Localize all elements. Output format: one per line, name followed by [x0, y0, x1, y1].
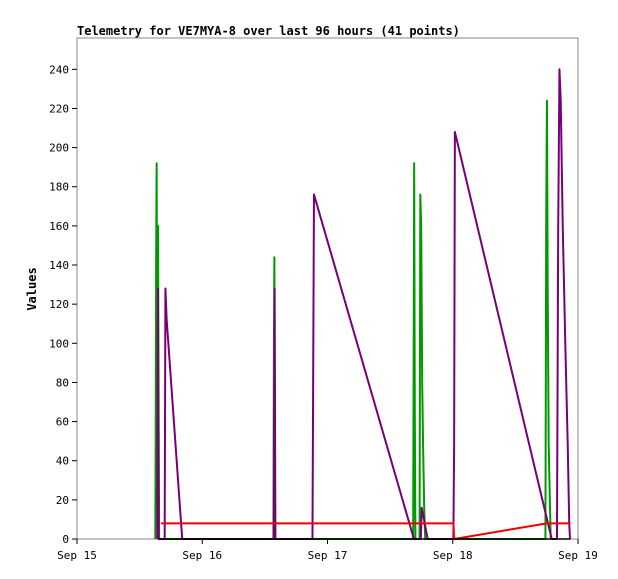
series-line-1 [154, 99, 552, 540]
y-tick-label: 220 [49, 102, 69, 115]
y-axis-label: Values [25, 267, 39, 310]
chart-title: Telemetry for VE7MYA-8 over last 96 hour… [77, 24, 460, 38]
x-axis: Sep 15 Sep 16 Sep 17 Sep 18 Sep 19 [57, 539, 598, 562]
y-tick-label: 160 [49, 220, 69, 233]
y-tick-label: 120 [49, 298, 69, 311]
series-layer [154, 68, 571, 540]
y-tick-label: 100 [49, 337, 69, 350]
x-tick-label: Sep 19 [558, 549, 598, 562]
y-tick-label: 0 [62, 533, 69, 546]
y-tick-label: 80 [56, 376, 69, 389]
y-axis: 0 20 40 60 80 100 120 140 160 180 200 220 240 [49, 63, 77, 546]
y-tick-label: 20 [56, 494, 69, 507]
y-tick-label: 200 [49, 142, 69, 155]
x-tick-label: Sep 16 [182, 549, 222, 562]
x-tick-label: Sep 18 [433, 549, 473, 562]
plot-area [76, 37, 579, 540]
x-tick-label: Sep 17 [308, 549, 348, 562]
y-tick-label: 140 [49, 259, 69, 272]
y-tick-label: 60 [56, 416, 69, 429]
x-tick-label: Sep 15 [57, 549, 97, 562]
y-tick-label: 40 [56, 455, 69, 468]
y-tick-label: 240 [49, 63, 69, 76]
y-tick-label: 180 [49, 181, 69, 194]
